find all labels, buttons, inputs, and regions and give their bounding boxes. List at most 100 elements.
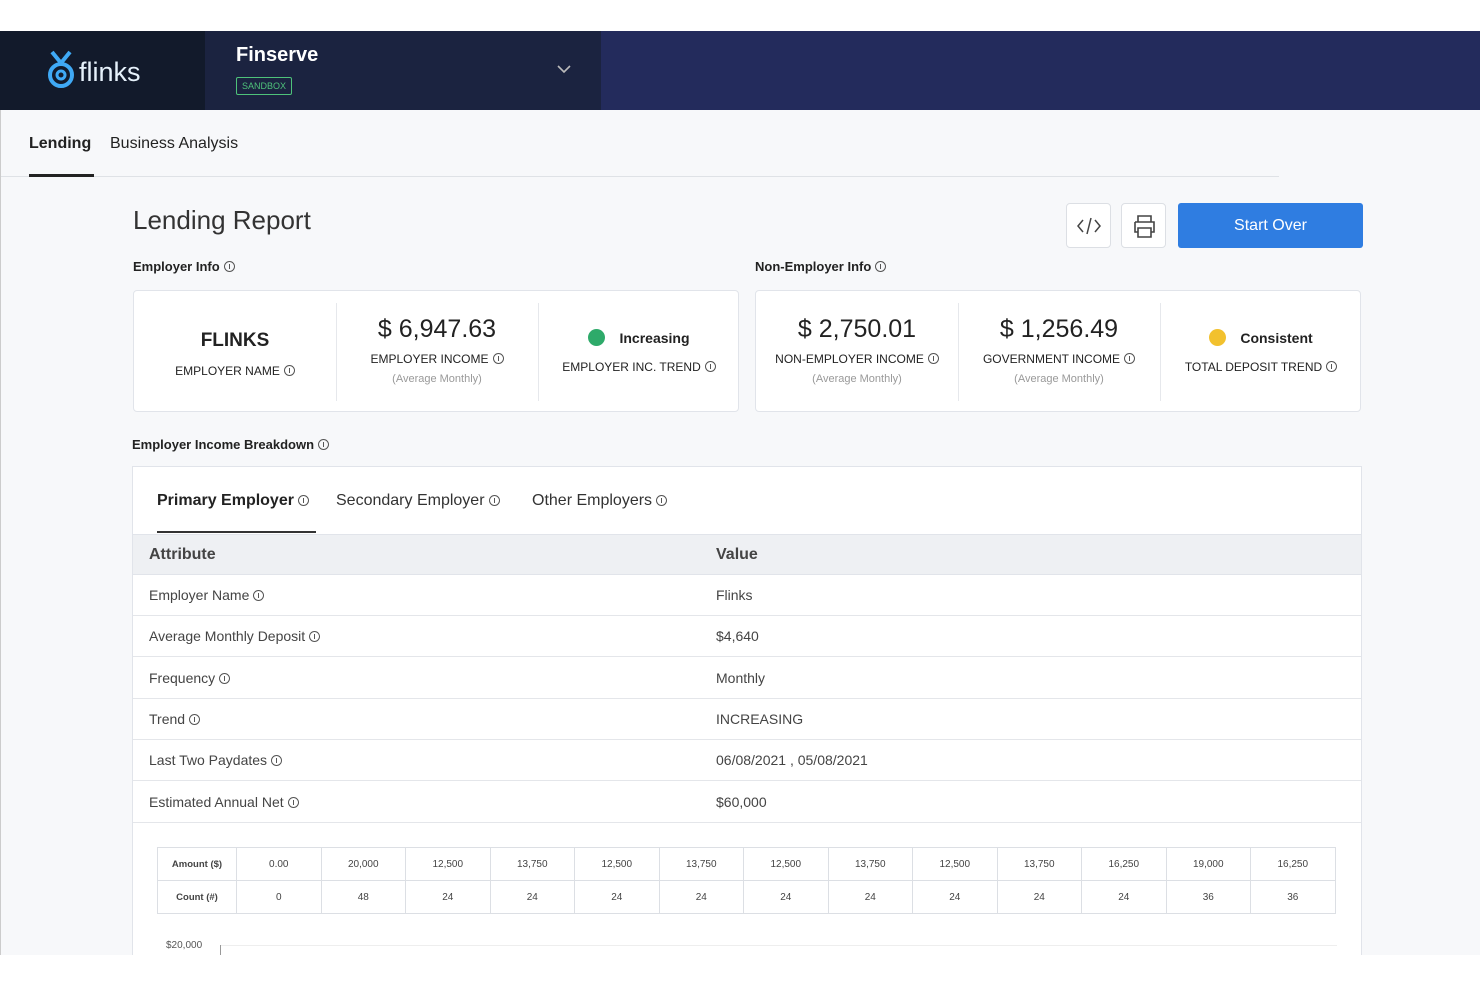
histogram-row: Count (#) 0 48 24 24 24 24 24 24 24 24 24 36 36	[157, 880, 1336, 914]
card-label: EMPLOYER INC. TREND	[538, 360, 740, 374]
cell: 0	[236, 880, 322, 914]
trend-text: Consistent	[1240, 330, 1313, 346]
cell: 20,000	[320, 847, 406, 881]
info-icon[interactable]	[1326, 361, 1338, 372]
report-title: Lending Report	[133, 205, 311, 235]
card-value: $ 1,256.49	[999, 315, 1119, 343]
info-icon[interactable]	[488, 495, 500, 506]
label-text: GOVERNMENT INCOME	[982, 352, 1121, 366]
value: $60,000	[716, 793, 767, 810]
label-text: TOTAL DEPOSIT TREND	[1184, 360, 1323, 374]
table-row: Last Two Paydates 06/08/2021 , 05/08/2021	[133, 740, 1361, 782]
info-icon[interactable]	[223, 261, 235, 272]
attribute: Average Monthly Deposit	[149, 616, 321, 657]
table-row: Trend INCREASING	[133, 699, 1361, 740]
print-icon	[1134, 215, 1155, 238]
cell: 24	[1081, 880, 1167, 914]
info-icon[interactable]	[297, 495, 309, 506]
cell: 16,250	[1250, 847, 1336, 881]
card-value: $ 2,750.01	[797, 315, 917, 343]
cell: 0.00	[236, 847, 322, 881]
cell: 16,250	[1081, 847, 1167, 881]
info-icon[interactable]	[492, 353, 504, 364]
tab[interactable]: Business Analysis	[110, 135, 239, 152]
card-note: (Average Monthly)	[1014, 373, 1104, 385]
attribute-text: Employer Name	[149, 587, 250, 603]
cell: 12,500	[912, 847, 998, 881]
info-icon[interactable]	[271, 755, 283, 767]
tab-line	[1, 176, 1279, 177]
info-icon[interactable]	[189, 713, 201, 725]
print-button[interactable]	[1121, 203, 1166, 248]
cell: 24	[827, 880, 913, 914]
tab[interactable]: Lending	[29, 135, 92, 152]
info-icon[interactable]	[219, 672, 231, 684]
card-label: EMPLOYER INCOME	[336, 352, 538, 366]
employer-tab[interactable]: Primary Employer	[157, 492, 309, 510]
code-button[interactable]	[1066, 203, 1111, 248]
cell: 13,750	[996, 847, 1082, 881]
row-label: Count (#)	[157, 880, 237, 914]
attribute-text: Average Monthly Deposit	[149, 628, 306, 645]
column-header: Attribute	[149, 546, 216, 563]
logo-area[interactable]: flinks	[0, 31, 205, 110]
card-value: FLINKS	[200, 330, 270, 351]
tab-text: Primary Employer	[157, 492, 294, 509]
cell: 48	[320, 880, 406, 914]
value: $4,640	[716, 628, 759, 645]
tab-text: Secondary Employer	[336, 492, 485, 509]
info-icon[interactable]	[253, 590, 265, 601]
attribute: Estimated Annual Net	[149, 782, 299, 823]
trend-value: Increasing	[538, 329, 740, 346]
info-cell: $ 2,750.01 NON-EMPLOYER INCOME (Average Mo…	[756, 303, 958, 401]
heading-text: Employer Income Breakdown	[132, 437, 315, 452]
heading-text: Employer Info	[133, 259, 220, 274]
trend-value: Consistent	[1160, 329, 1362, 346]
info-icon[interactable]	[283, 365, 295, 376]
attribute: Employer Name	[149, 575, 265, 616]
card-note: (Average Monthly)	[392, 373, 482, 385]
info-icon[interactable]	[927, 353, 939, 364]
info-icon[interactable]	[318, 439, 330, 450]
cell: 13,750	[827, 847, 913, 881]
attribute: Last Two Paydates	[149, 740, 283, 781]
trend-icon	[588, 329, 606, 346]
card-label: TOTAL DEPOSIT TREND	[1160, 360, 1362, 374]
section-heading: Non-Employer Info	[755, 259, 887, 274]
cell: 24	[743, 880, 829, 914]
tab-underline	[29, 174, 94, 177]
cell: 24	[574, 880, 660, 914]
grid-line	[221, 945, 1337, 946]
value: 06/08/2021 , 05/08/2021	[716, 752, 868, 769]
attribute-text: Frequency	[149, 669, 216, 686]
org-badge: SANDBOX	[236, 77, 293, 95]
info-cell: $ 1,256.49 GOVERNMENT INCOME (Average Mont…	[958, 303, 1160, 401]
trend-text: Increasing	[619, 330, 690, 346]
info-icon[interactable]	[656, 495, 668, 506]
histogram-row: Amount ($) 0.00 20,000 12,500 13,750 12,500 13…	[157, 847, 1336, 881]
info-icon[interactable]	[875, 261, 887, 272]
value: INCREASING	[716, 710, 804, 727]
info-card: $ 2,750.01 NON-EMPLOYER INCOME (Average Mo…	[755, 290, 1361, 412]
divider	[538, 303, 539, 401]
section-heading: Employer Income Breakdown	[132, 437, 330, 452]
info-icon[interactable]	[287, 796, 299, 808]
org-selector[interactable]: Finserve SANDBOX	[205, 31, 601, 110]
info-icon[interactable]	[704, 361, 716, 372]
axis-line	[220, 945, 221, 955]
tab-text: Other Employers	[532, 492, 653, 509]
attribute-text: Estimated Annual Net	[149, 793, 284, 810]
divider	[336, 303, 337, 401]
employer-tab[interactable]: Other Employers	[532, 492, 668, 510]
value: Monthly	[716, 669, 766, 686]
start-over-button[interactable]: Start Over	[1178, 203, 1363, 248]
column-header: Value	[716, 546, 758, 563]
employer-tab[interactable]: Secondary Employer	[336, 492, 500, 510]
value: Flinks	[716, 587, 753, 603]
table-row: Frequency Monthly	[133, 658, 1361, 699]
info-icon[interactable]	[1124, 353, 1136, 364]
cell: 24	[996, 880, 1082, 914]
cell: 24	[658, 880, 744, 914]
info-icon[interactable]	[309, 631, 321, 643]
